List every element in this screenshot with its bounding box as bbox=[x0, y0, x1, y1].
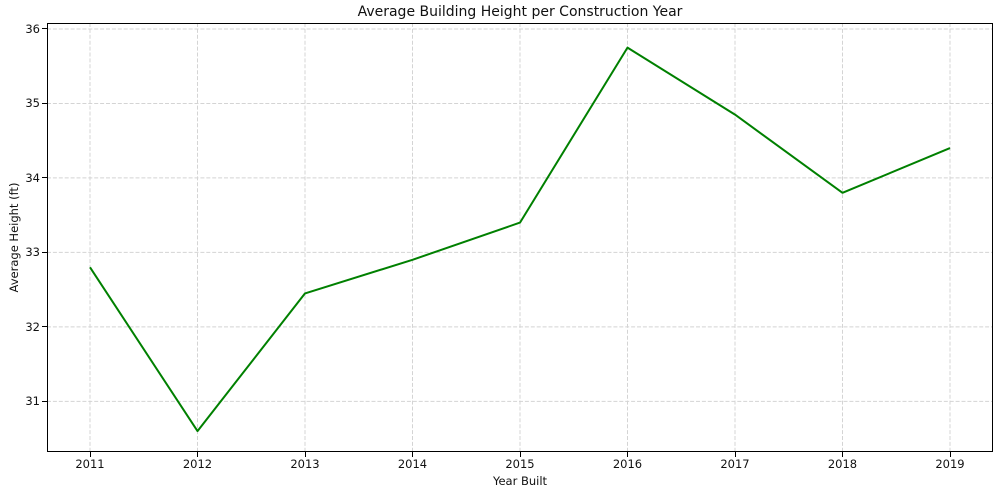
x-tick-mark bbox=[412, 452, 413, 457]
y-tick-label: 33 bbox=[25, 245, 40, 260]
chart-title: Average Building Height per Construction… bbox=[357, 4, 683, 20]
x-tick-mark bbox=[627, 452, 628, 457]
y-tick-mark bbox=[42, 177, 47, 179]
y-tick-mark bbox=[42, 326, 47, 328]
y-tick-mark bbox=[42, 28, 47, 30]
line-chart-svg bbox=[47, 23, 993, 452]
axes-frame bbox=[47, 23, 993, 452]
x-tick-label: 2012 bbox=[182, 457, 213, 471]
x-tick-label: 2011 bbox=[75, 457, 105, 471]
y-tick-mark bbox=[42, 400, 47, 402]
x-tick-mark bbox=[197, 452, 198, 457]
x-tick-label: 2017 bbox=[720, 457, 750, 471]
x-tick-mark bbox=[949, 452, 951, 457]
plot-area bbox=[47, 23, 993, 452]
y-tick-mark bbox=[42, 102, 47, 104]
x-tick-label: 2014 bbox=[397, 457, 428, 471]
x-tick-mark bbox=[519, 452, 521, 457]
y-tick-mark bbox=[42, 251, 47, 253]
x-tick-mark bbox=[734, 452, 736, 457]
y-tick-label: 31 bbox=[25, 394, 40, 409]
y-tick-label: 32 bbox=[25, 319, 40, 334]
y-tick-label: 36 bbox=[25, 21, 40, 36]
x-tick-mark bbox=[304, 452, 306, 457]
data-line-series bbox=[89, 46, 951, 433]
x-tick-label: 2016 bbox=[612, 457, 643, 471]
x-tick-mark bbox=[842, 452, 843, 457]
x-tick-label: 2013 bbox=[290, 457, 320, 471]
y-axis-label: Average Height (ft) bbox=[7, 182, 21, 293]
x-tick-mark bbox=[89, 452, 91, 457]
x-axis-label: Year Built bbox=[492, 474, 548, 488]
y-tick-label: 34 bbox=[25, 170, 40, 185]
y-tick-label: 35 bbox=[25, 96, 40, 111]
x-tick-label: 2015 bbox=[505, 457, 535, 471]
x-tick-label: 2018 bbox=[827, 457, 858, 471]
x-tick-label: 2019 bbox=[935, 457, 965, 471]
